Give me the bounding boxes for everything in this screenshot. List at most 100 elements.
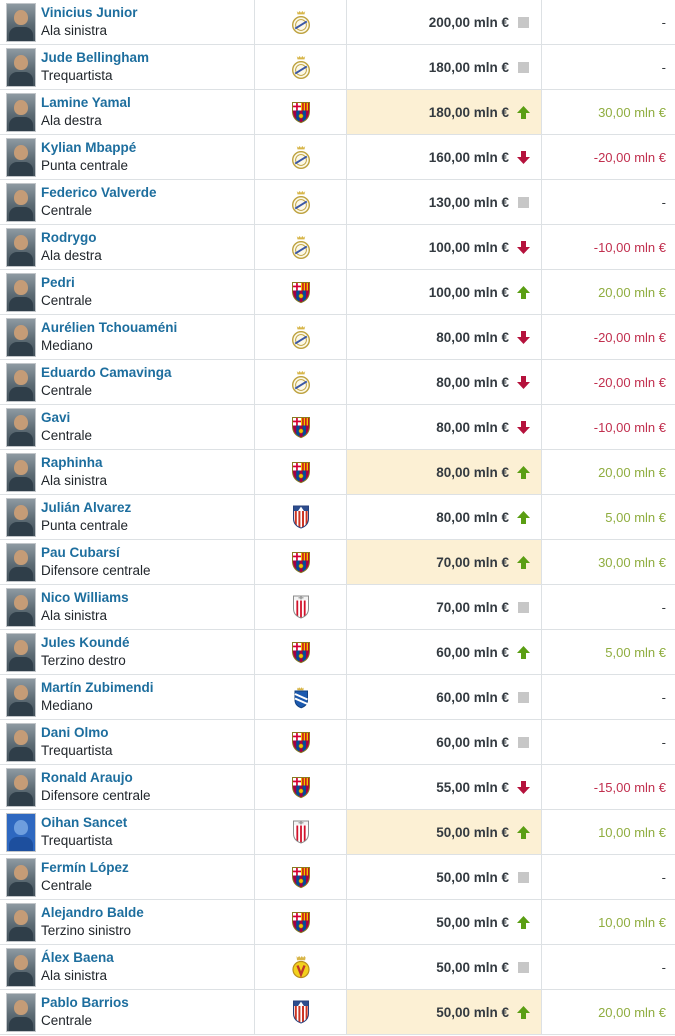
player-photo[interactable] (6, 947, 36, 987)
club-crest-atl-tico-madrid[interactable] (291, 505, 311, 529)
player-photo[interactable] (6, 362, 36, 402)
player-photo[interactable] (6, 857, 36, 897)
club-crest-atl-tico-madrid[interactable] (291, 1000, 311, 1024)
player-photo[interactable] (6, 812, 36, 852)
player-name-link[interactable]: Fermín López (41, 859, 129, 875)
club-crest-fc-barcelona[interactable] (290, 461, 312, 484)
player-photo[interactable] (6, 92, 36, 132)
market-value-cell: 100,00 mln € (347, 270, 542, 314)
player-name-link[interactable]: Kylian Mbappé (41, 139, 137, 155)
player-photo[interactable] (6, 407, 36, 447)
player-position: Mediano (41, 698, 93, 714)
player-photo[interactable] (6, 227, 36, 267)
club-crest-real-madrid[interactable] (290, 370, 312, 395)
club-crest-fc-barcelona[interactable] (290, 731, 312, 754)
player-name-link[interactable]: Álex Baena (41, 949, 114, 965)
player-photo[interactable] (6, 902, 36, 942)
value-change-cell: - (542, 180, 675, 224)
player-row-aur-lien-tchouam-ni: Aurélien Tchouaméni Mediano 80,00 mln € … (0, 315, 675, 360)
club-crest-real-madrid[interactable] (290, 190, 312, 215)
player-photo[interactable] (6, 992, 36, 1032)
player-photo[interactable] (6, 47, 36, 87)
player-cell: Eduardo Camavinga Centrale (0, 360, 255, 404)
market-value: 55,00 mln € (436, 779, 509, 795)
player-photo[interactable] (6, 137, 36, 177)
player-photo[interactable] (6, 542, 36, 582)
player-name-link[interactable]: Eduardo Camavinga (41, 364, 172, 380)
no-change-square (517, 871, 530, 884)
market-value: 100,00 mln € (428, 284, 509, 300)
club-crest-real-madrid[interactable] (290, 10, 312, 35)
player-photo[interactable] (6, 767, 36, 807)
player-name-link[interactable]: Oihan Sancet (41, 814, 128, 830)
market-value: 70,00 mln € (436, 554, 509, 570)
player-photo[interactable] (6, 632, 36, 672)
player-row-raphinha: Raphinha Ala sinistra 80,00 mln € 20,00 … (0, 450, 675, 495)
player-photo[interactable] (6, 677, 36, 717)
value-change-cell: -20,00 mln € (542, 315, 675, 359)
club-crest-real-madrid[interactable] (290, 235, 312, 260)
player-cell: Gavi Centrale (0, 405, 255, 449)
player-name-link[interactable]: Aurélien Tchouaméni (41, 319, 178, 335)
player-cell: Federico Valverde Centrale (0, 180, 255, 224)
club-crest-fc-barcelona[interactable] (290, 416, 312, 439)
club-crest-fc-barcelona[interactable] (290, 776, 312, 799)
player-name-link[interactable]: Jules Koundé (41, 634, 130, 650)
player-name-link[interactable]: Pau Cubarsí (41, 544, 120, 560)
player-name-link[interactable]: Ronald Araujo (41, 769, 133, 785)
player-photo[interactable] (6, 317, 36, 357)
player-photo[interactable] (6, 2, 36, 42)
player-name-link[interactable]: Rodrygo (41, 229, 97, 245)
market-value-cell: 55,00 mln € (347, 765, 542, 809)
player-name-link[interactable]: Vinicius Junior (41, 4, 138, 20)
club-crest-fc-barcelona[interactable] (290, 866, 312, 889)
player-name-link[interactable]: Martín Zubimendi (41, 679, 154, 695)
player-row-lamine-yamal: Lamine Yamal Ala destra 180,00 mln € 30,… (0, 90, 675, 135)
player-photo[interactable] (6, 452, 36, 492)
player-name-link[interactable]: Pablo Barrios (41, 994, 129, 1010)
market-value-cell: 80,00 mln € (347, 315, 542, 359)
player-position: Trequartista (41, 743, 113, 759)
club-cell (255, 90, 347, 134)
value-change: -20,00 mln € (593, 149, 666, 165)
player-name-link[interactable]: Pedri (41, 274, 75, 290)
player-photo[interactable] (6, 182, 36, 222)
player-name-link[interactable]: Federico Valverde (41, 184, 157, 200)
player-name-link[interactable]: Lamine Yamal (41, 94, 131, 110)
club-crest-fc-barcelona[interactable] (290, 281, 312, 304)
player-name-link[interactable]: Jude Bellingham (41, 49, 150, 65)
club-crest-fc-barcelona[interactable] (290, 641, 312, 664)
player-row-jules-kound-: Jules Koundé Terzino destro 60,00 mln € … (0, 630, 675, 675)
player-name-link[interactable]: Alejandro Balde (41, 904, 144, 920)
club-crest-fc-barcelona[interactable] (290, 911, 312, 934)
value-change: 20,00 mln € (598, 284, 666, 300)
club-crest-villarreal[interactable] (291, 955, 311, 979)
club-crest-fc-barcelona[interactable] (290, 551, 312, 574)
player-name-link[interactable]: Julián Alvarez (41, 499, 132, 515)
club-crest-athletic-bilbao[interactable] (291, 820, 311, 844)
player-name-link[interactable]: Dani Olmo (41, 724, 109, 740)
club-crest-athletic-bilbao[interactable] (291, 595, 311, 619)
player-photo[interactable] (6, 497, 36, 537)
club-crest-fc-barcelona[interactable] (290, 101, 312, 124)
trend-down-arrow (517, 780, 530, 794)
player-name-link[interactable]: Nico Williams (41, 589, 129, 605)
player-position: Centrale (41, 383, 93, 399)
player-info: Gavi Centrale (41, 410, 92, 444)
club-crest-real-madrid[interactable] (290, 325, 312, 350)
club-crest-real-sociedad[interactable] (291, 686, 311, 709)
player-cell: Alejandro Balde Terzino sinistro (0, 900, 255, 944)
club-cell (255, 810, 347, 854)
player-photo[interactable] (6, 587, 36, 627)
player-photo[interactable] (6, 722, 36, 762)
player-position: Trequartista (41, 68, 113, 84)
value-change-cell: -15,00 mln € (542, 765, 675, 809)
club-crest-real-madrid[interactable] (290, 55, 312, 80)
player-photo[interactable] (6, 272, 36, 312)
player-info: Julián Alvarez Punta centrale (41, 500, 131, 534)
market-value: 130,00 mln € (428, 194, 509, 210)
market-value: 50,00 mln € (436, 869, 509, 885)
player-name-link[interactable]: Gavi (41, 409, 71, 425)
club-crest-real-madrid[interactable] (290, 145, 312, 170)
player-name-link[interactable]: Raphinha (41, 454, 103, 470)
